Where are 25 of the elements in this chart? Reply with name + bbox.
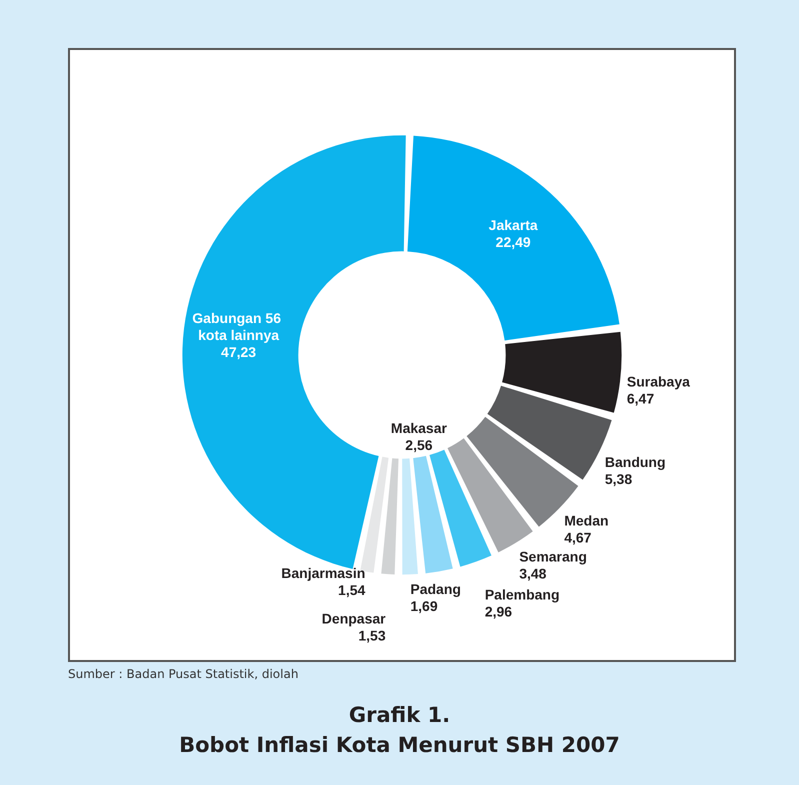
data-label: 2,96	[484, 604, 512, 620]
data-label: 6,47	[626, 390, 654, 407]
data-label: 3,48	[519, 565, 547, 582]
slice-label: Medan	[564, 512, 609, 528]
slice-label: Bandung	[604, 454, 666, 470]
data-label: 1,53	[358, 628, 386, 644]
slice-label: Jakarta	[488, 217, 538, 234]
data-label: 22,49	[496, 234, 531, 250]
text: Grafik 1.	[348, 702, 452, 729]
slice-label: Palembang	[484, 586, 560, 603]
text: Sumber : Badan Pusat Statistik, diolah	[68, 667, 298, 681]
slice-label: Surabaya	[626, 374, 690, 390]
data-label: 1,54	[338, 582, 366, 598]
data-label: 1,69	[410, 598, 438, 614]
data-label: 2,56	[405, 436, 433, 453]
data-label: 5,38	[604, 471, 632, 488]
slice-label: Makasar	[390, 420, 448, 436]
text: Bobot Inflasi Kota Menurut SBH 2007	[178, 732, 621, 759]
slice-label: Semarang	[519, 548, 587, 564]
data-label: 47,23	[221, 344, 256, 360]
slice-label: Gabungan 56 kota lainnya	[192, 310, 285, 343]
slice-label: Denpasar	[322, 610, 386, 627]
slice-label: Banjarmasin	[281, 565, 366, 582]
data-label: 4,67	[564, 529, 592, 546]
slice-label: Padang	[410, 580, 461, 597]
